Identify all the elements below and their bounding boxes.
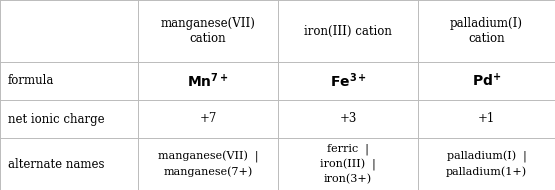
Text: net ionic charge: net ionic charge bbox=[8, 112, 105, 126]
Text: $\bf{Pd}^{+}$: $\bf{Pd}^{+}$ bbox=[472, 72, 501, 90]
Text: +3: +3 bbox=[339, 112, 357, 126]
Text: +7: +7 bbox=[199, 112, 216, 126]
Text: $\bf{Fe}^{3+}$: $\bf{Fe}^{3+}$ bbox=[330, 72, 366, 90]
Text: alternate names: alternate names bbox=[8, 158, 104, 170]
Text: +1: +1 bbox=[478, 112, 495, 126]
Text: $\bf{Mn}^{7+}$: $\bf{Mn}^{7+}$ bbox=[187, 72, 229, 90]
Text: manganese(VII)
cation: manganese(VII) cation bbox=[160, 17, 255, 45]
Text: iron(III) cation: iron(III) cation bbox=[304, 25, 392, 37]
Text: palladium(I)
cation: palladium(I) cation bbox=[450, 17, 523, 45]
Text: ferric  |
iron(III)  |
iron(3+): ferric | iron(III) | iron(3+) bbox=[320, 144, 376, 184]
Text: manganese(VII)  |
manganese(7+): manganese(VII) | manganese(7+) bbox=[158, 151, 258, 177]
Text: palladium(I)  |
palladium(1+): palladium(I) | palladium(1+) bbox=[446, 151, 527, 177]
Text: formula: formula bbox=[8, 74, 54, 88]
